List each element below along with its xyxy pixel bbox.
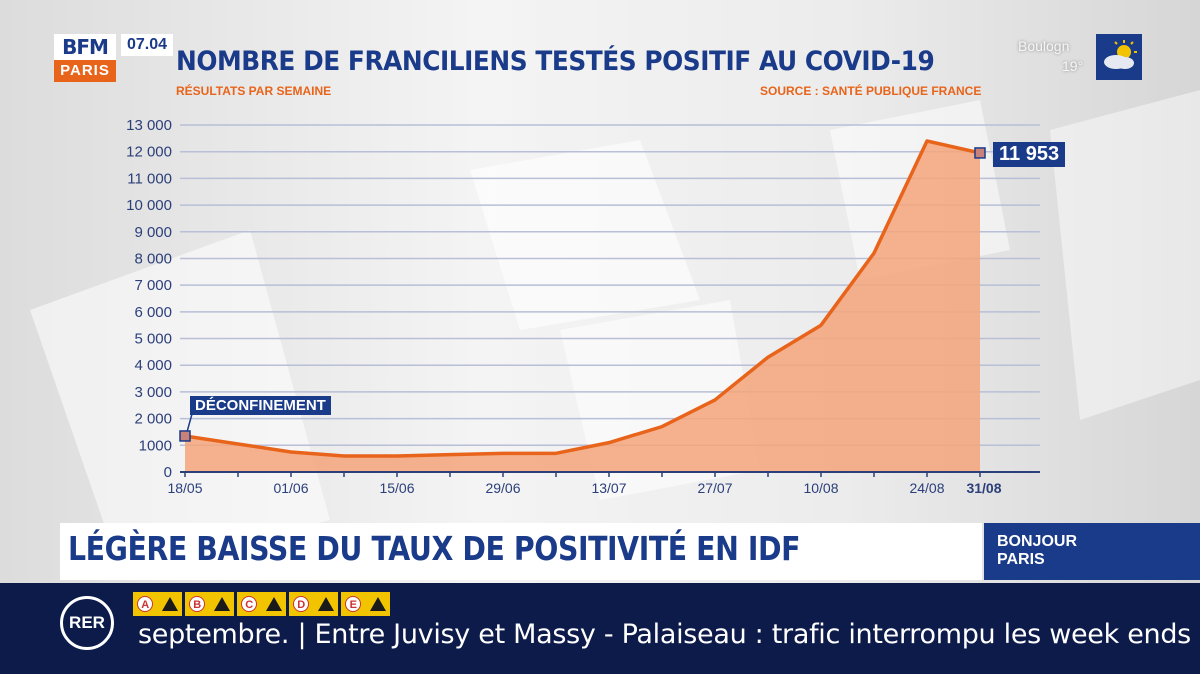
y-tick-label: 9 000 <box>134 224 172 241</box>
rer-line-letter: B <box>189 596 206 612</box>
start-point-marker <box>179 430 191 442</box>
channel-logo: BFM PARIS <box>54 34 116 82</box>
rer-line-letter: E <box>345 596 362 612</box>
chart-title: NOMBRE DE FRANCILIENS TESTÉS POSITIF AU … <box>176 46 935 77</box>
chart-subtitle: RÉSULTATS PAR SEMAINE <box>176 84 332 98</box>
show-name-box <box>984 523 1200 580</box>
start-leader-line <box>186 413 193 433</box>
logo-bottom-text: PARIS <box>54 60 116 82</box>
last-value-label: 11 953 <box>993 142 1066 167</box>
x-tick-label: 18/05 <box>167 480 202 496</box>
rer-line-a: A <box>133 592 182 616</box>
clock-time: 07.04 <box>121 34 174 56</box>
x-tick-label: 29/06 <box>485 480 520 496</box>
headline-bar <box>60 523 982 580</box>
rer-line-letter: C <box>241 596 258 612</box>
rer-line-letter: D <box>293 596 310 612</box>
y-tick-label: 3 000 <box>134 384 172 401</box>
rer-line-status: A B C D E <box>133 592 390 616</box>
warning-icon <box>317 597 334 611</box>
x-tick-label: 24/08 <box>909 480 944 496</box>
y-tick-label: 0 <box>164 464 172 481</box>
weather-city: Boulogn <box>1018 38 1070 54</box>
series-line <box>184 139 981 458</box>
show-name-line2: PARIS <box>997 551 1045 568</box>
sun-cloud-icon <box>1096 34 1142 80</box>
y-tick-label: 7 000 <box>134 277 172 294</box>
y-tick-label: 13 000 <box>126 117 172 134</box>
warning-icon <box>265 597 282 611</box>
y-tick-label: 12 000 <box>126 144 172 161</box>
end-point-marker <box>974 147 986 159</box>
y-tick-label: 8 000 <box>134 250 172 267</box>
ticker-text: septembre. | Entre Juvisy et Massy - Pal… <box>138 619 1200 650</box>
x-tick-label: 27/07 <box>697 480 732 496</box>
deconfinement-label: DÉCONFINEMENT <box>190 396 331 415</box>
x-tick-label: 15/06 <box>379 480 414 496</box>
x-tick-label: 10/08 <box>803 480 838 496</box>
warning-icon <box>369 597 386 611</box>
y-tick-label: 2 000 <box>134 411 172 428</box>
show-name-line1: BONJOUR <box>997 533 1078 550</box>
y-tick-label: 1000 <box>139 437 172 454</box>
y-tick-label: 4 000 <box>134 357 172 374</box>
rer-line-b: B <box>185 592 234 616</box>
headline-text: LÉGÈRE BAISSE DU TAUX DE POSITIVITÉ EN I… <box>68 529 801 568</box>
logo-top-text: BFM <box>54 34 116 60</box>
warning-icon <box>213 597 230 611</box>
rer-line-e: E <box>341 592 390 616</box>
x-tick-label: 31/08 <box>966 480 1001 496</box>
chart-source: SOURCE : SANTÉ PUBLIQUE FRANCE <box>760 84 982 98</box>
series-area <box>185 141 980 472</box>
rer-badge: RER <box>60 596 114 650</box>
y-tick-label: 11 000 <box>127 170 172 187</box>
rer-line-d: D <box>289 592 338 616</box>
x-tick-label: 13/07 <box>591 480 626 496</box>
y-tick-label: 6 000 <box>134 304 172 321</box>
y-tick-label: 5 000 <box>134 331 172 348</box>
y-tick-label: 10 000 <box>126 197 172 214</box>
rer-line-c: C <box>237 592 286 616</box>
x-tick-label: 01/06 <box>273 480 308 496</box>
rer-line-letter: A <box>137 596 154 612</box>
warning-icon <box>161 597 178 611</box>
weather-temp: 19° <box>1062 58 1084 74</box>
